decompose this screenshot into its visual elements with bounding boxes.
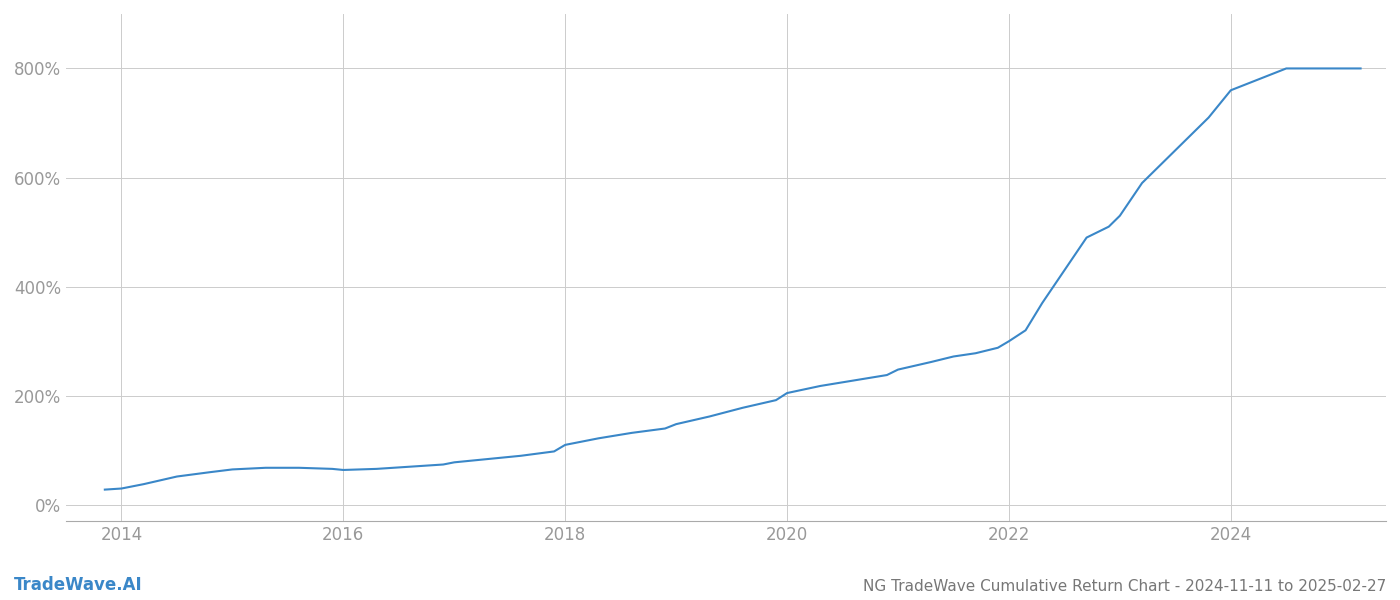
Text: TradeWave.AI: TradeWave.AI (14, 576, 143, 594)
Text: NG TradeWave Cumulative Return Chart - 2024-11-11 to 2025-02-27: NG TradeWave Cumulative Return Chart - 2… (862, 579, 1386, 594)
